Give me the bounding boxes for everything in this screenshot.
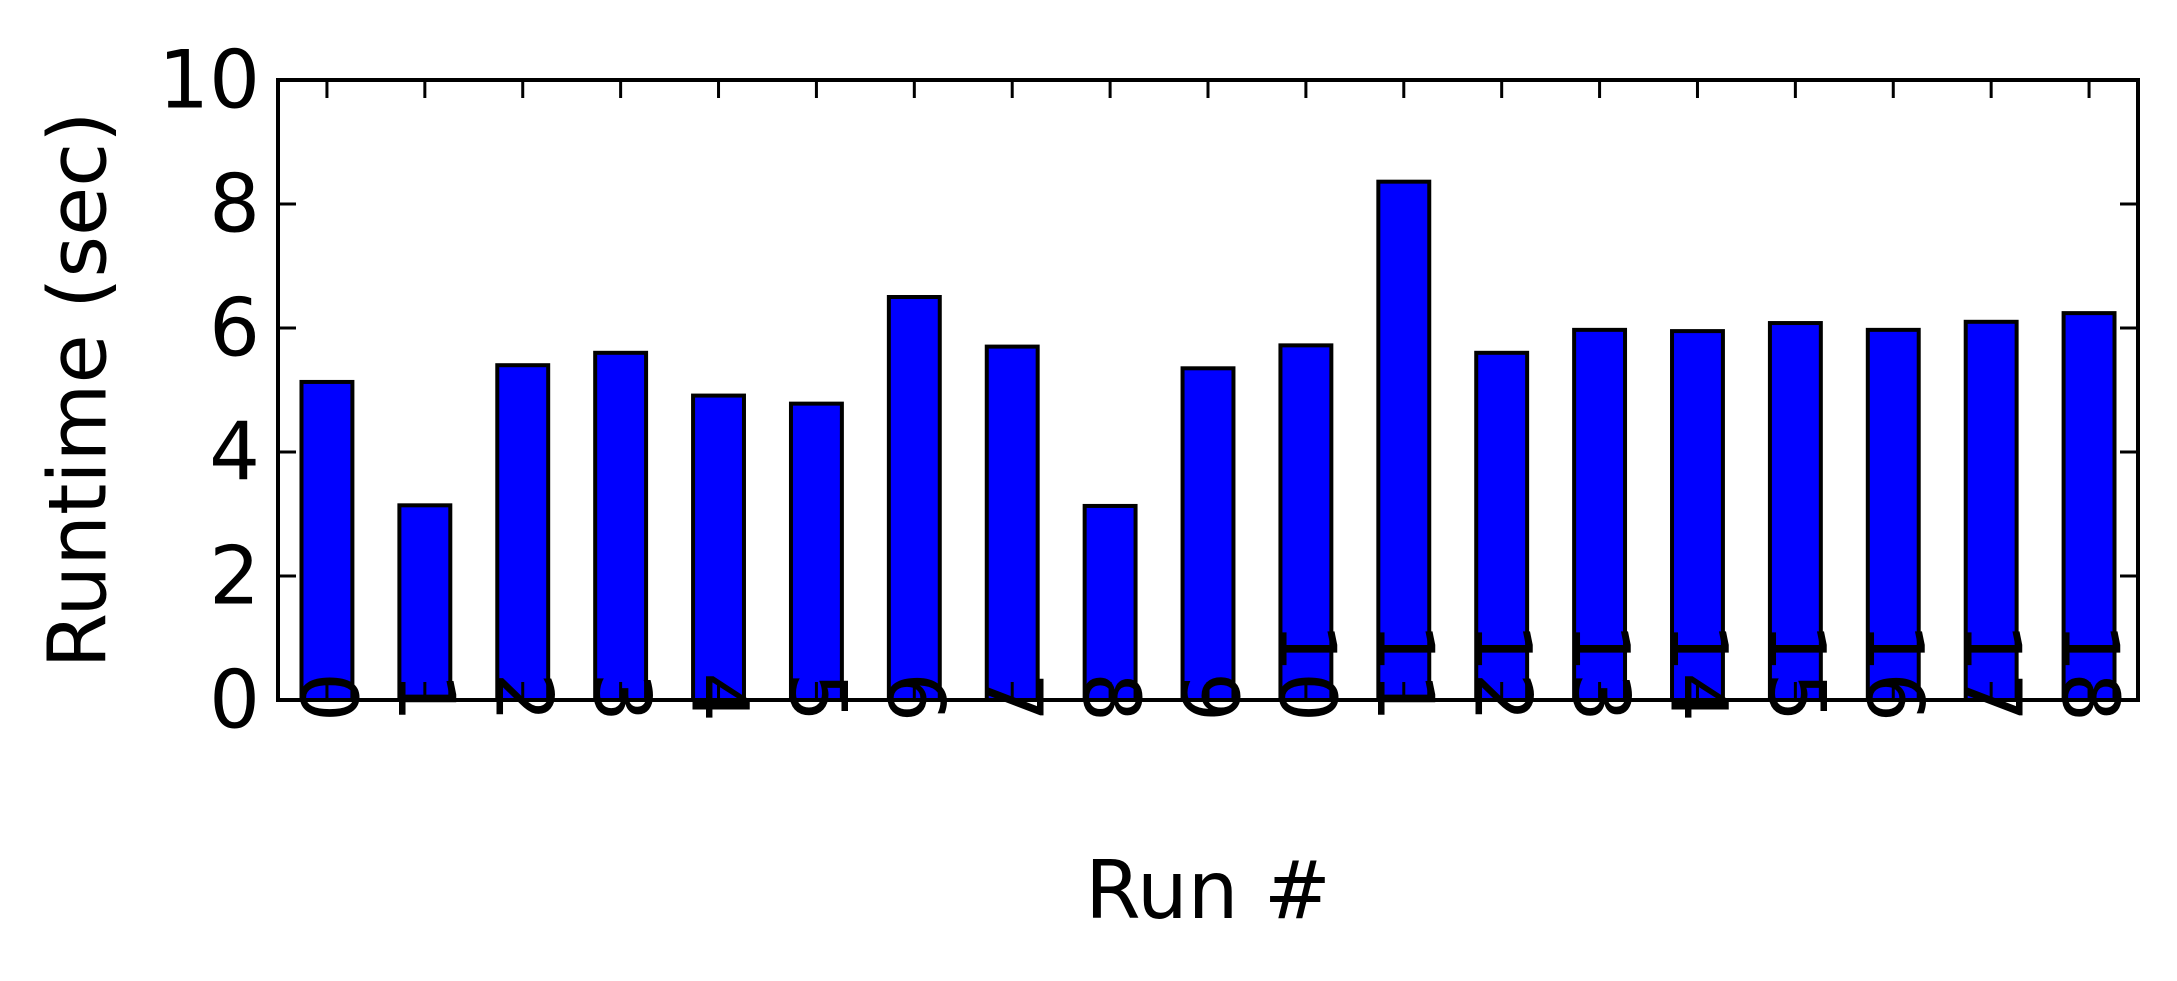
x-tick-label: 15 — [1750, 623, 1840, 722]
plot-frame — [276, 78, 2140, 702]
bar-run-9 — [1180, 366, 1236, 702]
bar-run-2 — [495, 363, 551, 702]
x-tick-labels: 0 1 2 3 4 5 6 7 8 9 10 11 12 13 14 15 16 17 18 — [282, 623, 2134, 722]
y-tick-label: 2 — [209, 530, 260, 623]
bars-group — [299, 179, 2117, 702]
bar-run-8 — [1082, 503, 1138, 702]
x-tick-label: 18 — [2044, 623, 2134, 722]
y-tick-label: 8 — [209, 158, 260, 251]
x-tick-label: 10 — [1261, 623, 1351, 722]
x-tick-label: 4 — [674, 672, 764, 722]
x-tick-label: 9 — [1163, 672, 1253, 722]
y-tick-label: 4 — [209, 406, 260, 499]
x-tick-label: 8 — [1065, 672, 1155, 722]
bar-run-4 — [691, 393, 746, 702]
x-tick-label: 12 — [1457, 623, 1547, 722]
x-tick-label: 3 — [576, 672, 666, 722]
x-tick-label: 17 — [1946, 623, 2036, 722]
bar-run-0 — [299, 379, 355, 702]
y-tick-labels: 0 2 4 6 8 10 — [158, 34, 260, 747]
bar-run-6 — [886, 295, 942, 702]
x-tick-label: 7 — [967, 672, 1057, 722]
x-tick-label: 5 — [771, 672, 861, 722]
x-tick-label: 2 — [478, 672, 568, 722]
bar-run-13 — [1572, 327, 1628, 702]
x-axis-label: Run # — [1085, 844, 1331, 937]
bar-run-5 — [788, 401, 844, 702]
x-tick-label: 0 — [282, 672, 372, 722]
y-tick-label: 10 — [158, 34, 260, 127]
y-axis-label: Runtime (sec) — [32, 112, 125, 669]
x-tick-label: 11 — [1359, 623, 1449, 722]
x-tick-label: 1 — [380, 672, 470, 722]
bar-run-1 — [397, 503, 453, 702]
bar-run-3 — [593, 350, 649, 702]
y-tick-label: 6 — [209, 282, 260, 375]
y-tick-label: 0 — [209, 654, 260, 747]
bar-run-17 — [1963, 319, 2019, 702]
x-tick-label: 13 — [1555, 623, 1645, 722]
x-tick-label: 6 — [869, 672, 959, 722]
x-tick-label: 14 — [1652, 623, 1742, 722]
bar-run-7 — [984, 344, 1040, 702]
x-tick-label: 16 — [1848, 623, 1938, 722]
bar-run-15 — [1767, 321, 1823, 702]
